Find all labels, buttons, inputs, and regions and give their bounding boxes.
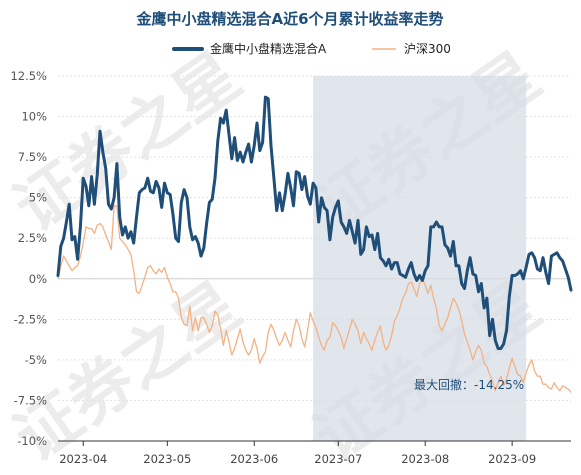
x-tick-label: 2023-09 — [488, 452, 536, 466]
x-tick-label: 2023-06 — [230, 452, 278, 466]
x-tick-label: 2023-07 — [314, 452, 362, 466]
series-line-fund — [56, 95, 573, 350]
chart-title: 金鹰中小盘精选混合A近6个月累计收益率走势 — [135, 10, 443, 28]
max-drawdown-label: 最大回撤：-14.25% — [414, 377, 524, 392]
drawdown-region — [313, 76, 527, 441]
y-tick-label: 2.5% — [18, 231, 47, 245]
series-lines — [56, 95, 573, 393]
annotation: 最大回撤：-14.25% — [414, 377, 524, 392]
y-tick-label: 10% — [21, 110, 47, 124]
x-tick-label: 2023-05 — [143, 452, 191, 466]
y-tick-label: -7.5% — [14, 393, 47, 407]
legend: 金鹰中小盘精选混合A 沪深300 — [172, 41, 451, 56]
y-tick-label: 0% — [29, 272, 47, 286]
drawdown-shade — [313, 76, 527, 441]
legend-label-fund: 金鹰中小盘精选混合A — [210, 41, 327, 56]
y-tick-label: -2.5% — [14, 312, 47, 326]
y-tick-label: -5% — [25, 353, 47, 367]
y-tick-label: -10% — [17, 434, 47, 448]
axes: 12.5% 10% 7.5% 5% 2.5% 0% -2.5% -5% -7.5% -10% 202… — [10, 69, 571, 466]
legend-label-index: 沪深300 — [404, 42, 451, 56]
y-tick-label: 7.5% — [18, 150, 47, 164]
x-tick-label: 2023-08 — [401, 452, 449, 466]
y-tick-label: 12.5% — [10, 69, 47, 83]
series-line-hs300 — [57, 205, 572, 393]
x-tick-label: 2023-04 — [59, 452, 107, 466]
y-tick-label: 5% — [29, 191, 47, 205]
